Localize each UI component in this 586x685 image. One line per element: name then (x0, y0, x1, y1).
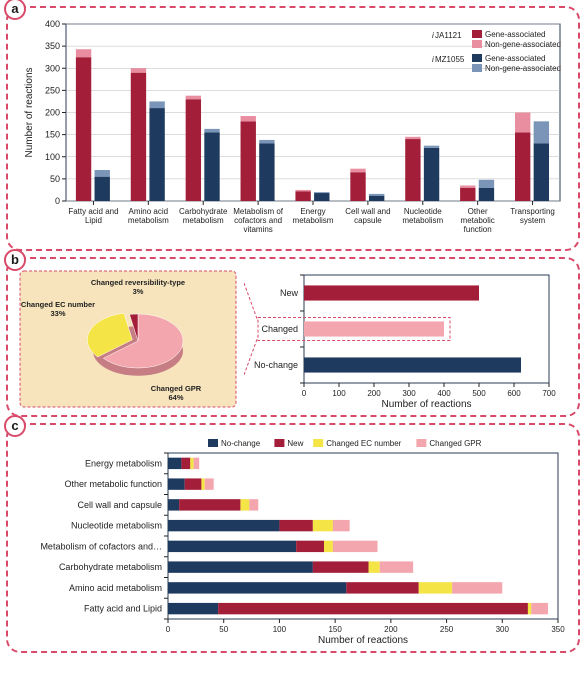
svg-text:cofactors and: cofactors and (234, 216, 282, 225)
svg-text:function: function (464, 225, 492, 234)
svg-text:100: 100 (332, 389, 346, 398)
svg-text:i: i (432, 31, 434, 40)
svg-text:200: 200 (367, 389, 381, 398)
panel-b-pie: Changed reversibility-type3% Changed EC n… (18, 269, 238, 409)
svg-text:Changed GPR: Changed GPR (151, 384, 202, 393)
svg-text:metabolic: metabolic (461, 216, 495, 225)
svg-text:Amino acid metabolism: Amino acid metabolism (69, 583, 162, 593)
svg-text:250: 250 (440, 625, 454, 634)
svg-text:i: i (432, 55, 434, 64)
svg-text:Fatty acid and: Fatty acid and (68, 207, 118, 216)
svg-text:Changed GPR: Changed GPR (429, 439, 481, 448)
panel-c: c 050100150200250300350Number of reactio… (6, 423, 580, 653)
svg-text:JA1121: JA1121 (435, 31, 462, 40)
svg-text:150: 150 (45, 130, 60, 140)
svg-text:50: 50 (50, 174, 60, 184)
svg-text:Fatty acid and Lipid: Fatty acid and Lipid (84, 604, 162, 614)
panel-a-label: a (4, 0, 26, 20)
svg-text:3%: 3% (133, 287, 144, 296)
svg-text:500: 500 (472, 389, 486, 398)
svg-text:0: 0 (166, 625, 171, 634)
svg-text:Metabolism of: Metabolism of (233, 207, 284, 216)
svg-text:Nucleotide metabolism: Nucleotide metabolism (71, 521, 162, 531)
svg-text:Metabolism of cofactors and…: Metabolism of cofactors and… (40, 541, 162, 551)
svg-text:Number of reactions: Number of reactions (24, 67, 35, 157)
svg-text:Number of reactions: Number of reactions (318, 635, 408, 645)
svg-text:No-change: No-change (221, 439, 261, 448)
svg-text:Lipid: Lipid (85, 216, 102, 225)
svg-text:MZ1055: MZ1055 (435, 55, 465, 64)
panel-b: b Changed reversibility-type3%Changed EC… (6, 257, 580, 417)
svg-text:Non-gene-associated: Non-gene-associated (485, 40, 561, 49)
svg-text:400: 400 (45, 19, 60, 29)
svg-text:vitamins: vitamins (243, 225, 272, 234)
svg-text:Other metabolic function: Other metabolic function (64, 479, 162, 489)
svg-text:Carbohydrate metabolism: Carbohydrate metabolism (59, 562, 162, 572)
svg-text:metabolism: metabolism (402, 216, 443, 225)
svg-text:Energy: Energy (300, 207, 325, 216)
panel-a: a 050100150200250300350400Number of reac… (6, 6, 580, 251)
svg-text:Changed EC number: Changed EC number (326, 439, 401, 448)
svg-text:system: system (520, 216, 546, 225)
svg-text:Number of reactions: Number of reactions (381, 399, 471, 409)
svg-text:300: 300 (45, 63, 60, 73)
svg-text:metabolism: metabolism (183, 216, 224, 225)
svg-text:150: 150 (328, 625, 342, 634)
svg-text:Changed EC number: Changed EC number (21, 300, 95, 309)
svg-text:200: 200 (384, 625, 398, 634)
panel-b-label: b (4, 249, 26, 271)
svg-text:200: 200 (45, 108, 60, 118)
panel-b-hbar: 0 100 200 300 400 500 600 700 Number of reaction… (244, 269, 559, 409)
svg-text:Gene-associated: Gene-associated (485, 54, 545, 63)
svg-text:No-change: No-change (254, 360, 298, 370)
svg-text:100: 100 (45, 152, 60, 162)
panel-c-label: c (4, 415, 26, 437)
svg-text:Gene-associated: Gene-associated (485, 30, 545, 39)
svg-text:Carbohydrate: Carbohydrate (179, 207, 228, 216)
svg-text:Cell wall and: Cell wall and (345, 207, 390, 216)
svg-text:350: 350 (551, 625, 565, 634)
svg-text:Other: Other (468, 207, 488, 216)
svg-text:Changed reversibility-type: Changed reversibility-type (91, 278, 185, 287)
svg-text:Cell wall and capsule: Cell wall and capsule (77, 500, 162, 510)
svg-text:metabolism: metabolism (128, 216, 169, 225)
svg-text:Energy metabolism: Energy metabolism (85, 458, 162, 468)
panel-a-chart: 0 50 100 150 200 250 300 350 400 Number of reacti… (18, 18, 568, 243)
svg-text:33%: 33% (50, 309, 65, 318)
svg-text:Non-gene-associated: Non-gene-associated (485, 64, 561, 73)
svg-text:350: 350 (45, 41, 60, 51)
svg-text:Nucleotide: Nucleotide (404, 207, 442, 216)
svg-text:100: 100 (273, 625, 287, 634)
svg-text:Amino acid: Amino acid (129, 207, 169, 216)
svg-text:New: New (280, 288, 299, 298)
svg-text:0: 0 (55, 196, 60, 206)
svg-text:600: 600 (507, 389, 521, 398)
svg-text:50: 50 (219, 625, 228, 634)
svg-text:300: 300 (496, 625, 510, 634)
svg-text:Changed: Changed (261, 324, 298, 334)
svg-text:64%: 64% (168, 393, 183, 402)
svg-text:Transporting: Transporting (510, 207, 555, 216)
svg-text:700: 700 (542, 389, 556, 398)
svg-text:New: New (287, 439, 303, 448)
svg-text:0: 0 (302, 389, 307, 398)
svg-text:300: 300 (402, 389, 416, 398)
svg-text:capsule: capsule (354, 216, 382, 225)
svg-text:metabolism: metabolism (293, 216, 334, 225)
panel-c-chart: 0 50 100 150 200 250 300 350 Number of reactions… (18, 435, 568, 645)
svg-text:400: 400 (437, 389, 451, 398)
svg-text:250: 250 (45, 85, 60, 95)
